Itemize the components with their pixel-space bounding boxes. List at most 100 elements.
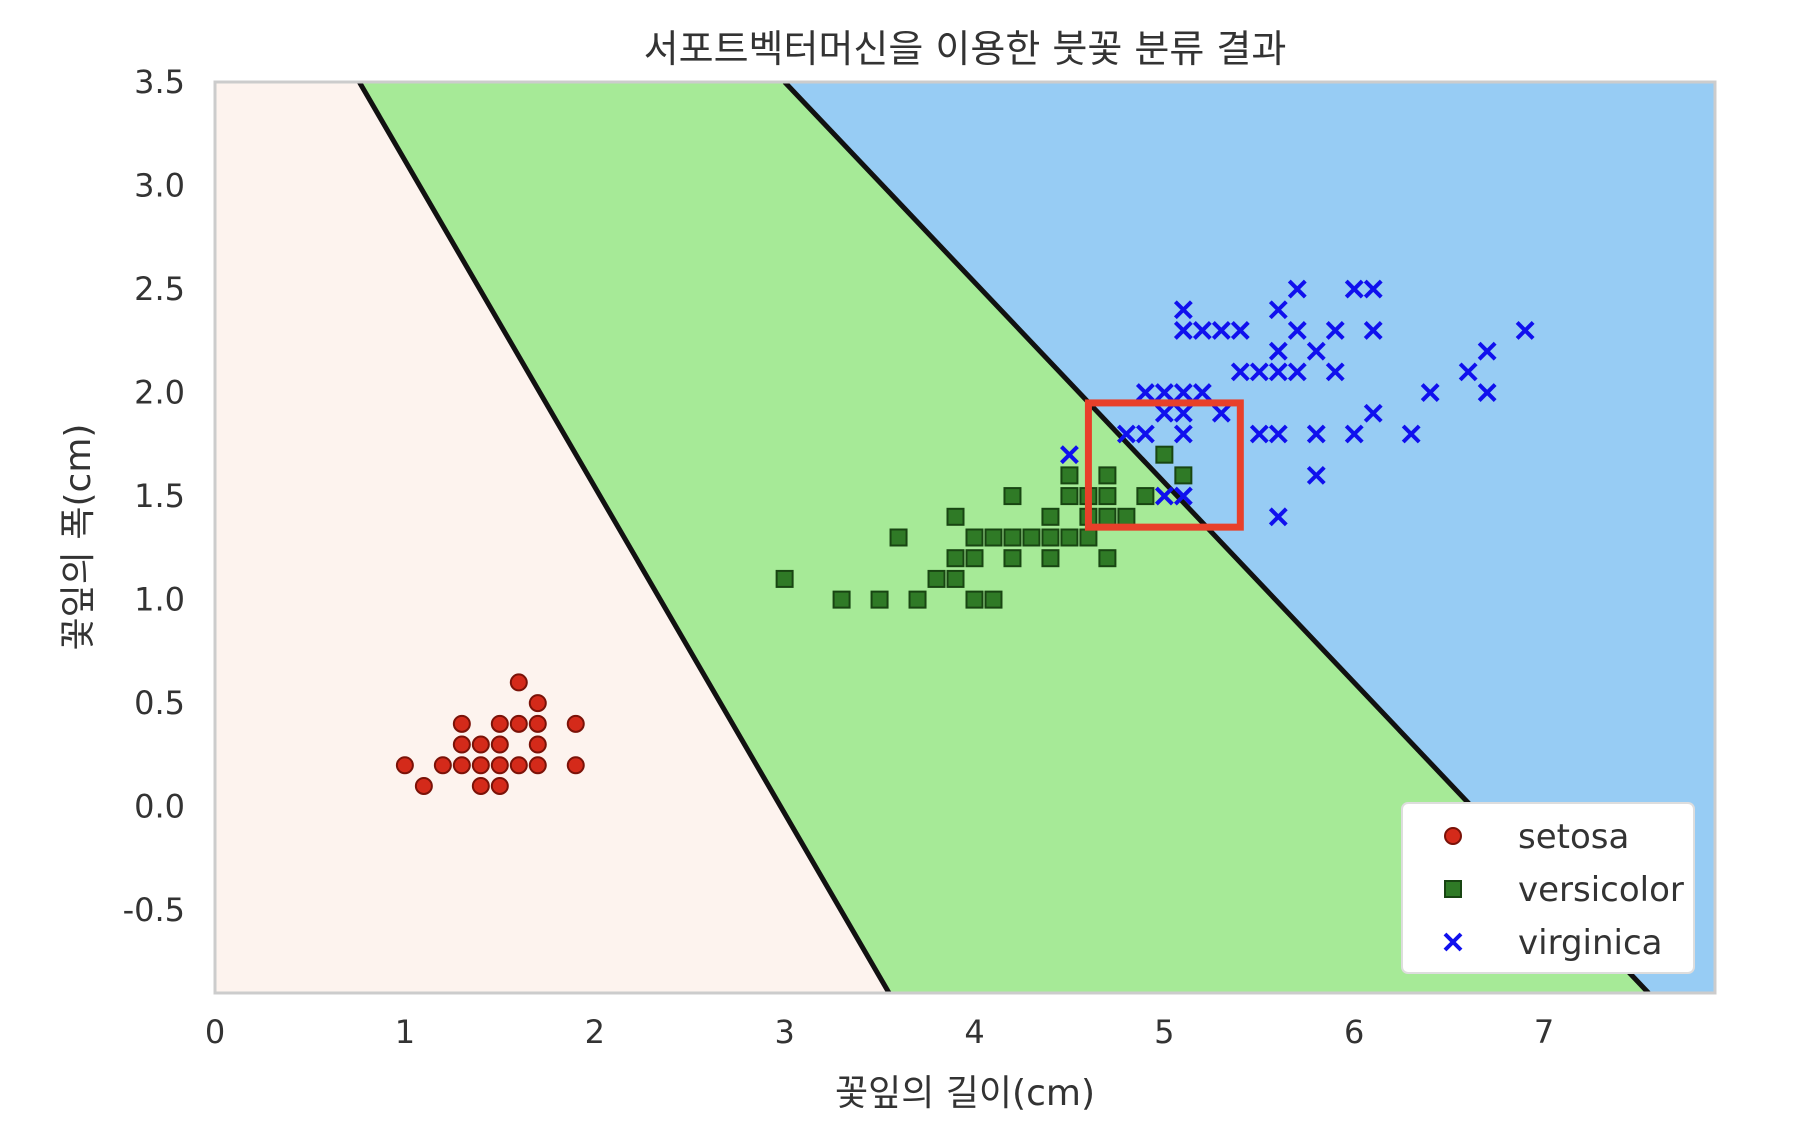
plot-frame xyxy=(213,80,1717,995)
data-point-setosa xyxy=(490,714,509,733)
x-tick-label: 3 xyxy=(774,1013,794,1051)
x-tick-label: 4 xyxy=(964,1013,984,1051)
data-point-setosa xyxy=(528,756,547,775)
data-point-virginica xyxy=(1116,424,1136,444)
data-point-setosa xyxy=(433,756,452,775)
data-point-setosa xyxy=(471,776,490,795)
data-point-versicolor xyxy=(1060,528,1079,547)
data-point-versicolor xyxy=(870,590,889,609)
data-point-setosa xyxy=(566,756,585,775)
data-point-versicolor xyxy=(832,590,851,609)
legend-label-setosa: setosa xyxy=(1518,817,1629,857)
data-point-versicolor xyxy=(984,528,1003,547)
y-tick-label: 2.5 xyxy=(134,270,185,308)
data-point-setosa xyxy=(528,714,547,733)
data-point-setosa xyxy=(471,735,490,754)
data-point-versicolor xyxy=(1079,528,1098,547)
data-point-setosa xyxy=(395,756,414,775)
data-point-setosa xyxy=(509,673,528,692)
y-tick-label: 0.0 xyxy=(134,788,185,826)
legend-marker-virginica xyxy=(1443,932,1463,952)
data-point-virginica xyxy=(1192,383,1212,402)
plot-area xyxy=(215,82,1715,993)
data-point-versicolor xyxy=(946,569,965,588)
data-point-versicolor xyxy=(946,507,965,526)
data-point-versicolor xyxy=(1098,549,1117,568)
data-point-virginica xyxy=(1154,383,1174,402)
data-point-versicolor xyxy=(775,569,794,588)
data-point-virginica xyxy=(1287,362,1307,382)
data-point-versicolor xyxy=(1003,549,1022,568)
data-points xyxy=(395,279,1535,795)
data-point-virginica xyxy=(1211,403,1231,423)
data-point-versicolor xyxy=(908,590,927,609)
data-point-setosa xyxy=(528,735,547,754)
chart-title: 서포트벡터머신을 이용한 붓꽃 분류 결과 xyxy=(644,27,1287,71)
data-point-virginica xyxy=(1211,321,1231,340)
data-point-versicolor xyxy=(1098,487,1117,506)
data-point-virginica xyxy=(1268,424,1288,444)
data-point-versicolor xyxy=(1155,445,1174,464)
data-point-virginica xyxy=(1363,403,1383,423)
data-point-virginica xyxy=(1173,424,1193,444)
x-tick-label: 7 xyxy=(1534,1013,1554,1051)
data-point-virginica xyxy=(1515,321,1535,340)
x-tick-label: 0 xyxy=(205,1013,225,1051)
data-point-virginica xyxy=(1344,424,1364,444)
y-tick-label: 0.5 xyxy=(134,684,185,722)
data-point-virginica xyxy=(1268,341,1288,361)
y-tick-label: 3.0 xyxy=(134,167,185,205)
legend-box xyxy=(1401,802,1695,974)
data-point-versicolor xyxy=(1041,549,1060,568)
data-point-versicolor xyxy=(1041,528,1060,547)
x-axis-label: 꽃잎의 길이(cm) xyxy=(835,1073,1095,1114)
y-tick-label: 2.0 xyxy=(134,374,185,412)
x-tick-label: 6 xyxy=(1344,1013,1364,1051)
data-point-virginica xyxy=(1154,486,1174,506)
data-point-virginica xyxy=(1306,424,1326,444)
data-point-versicolor xyxy=(889,528,908,547)
data-point-virginica xyxy=(1268,507,1288,527)
data-point-virginica xyxy=(1135,383,1155,402)
data-point-virginica xyxy=(1230,321,1250,340)
data-point-virginica xyxy=(1268,300,1288,320)
highlight-box xyxy=(1084,399,1244,531)
data-point-versicolor xyxy=(1003,487,1022,506)
data-point-virginica xyxy=(1173,321,1193,340)
data-point-versicolor xyxy=(965,590,984,609)
data-point-virginica xyxy=(1230,362,1250,382)
data-point-virginica xyxy=(1249,424,1269,444)
data-point-setosa xyxy=(566,714,585,733)
data-point-virginica xyxy=(1173,300,1193,320)
data-point-virginica xyxy=(1420,383,1440,402)
x-axis-ticks: 0 1 2 3 4 5 6 7 xyxy=(205,1013,1554,1051)
data-point-versicolor xyxy=(1136,487,1155,506)
data-point-virginica xyxy=(1401,424,1421,444)
data-point-versicolor xyxy=(946,549,965,568)
data-point-virginica xyxy=(1477,383,1497,402)
x-tick-label: 1 xyxy=(395,1013,415,1051)
data-point-versicolor xyxy=(927,569,946,588)
data-point-setosa xyxy=(490,735,509,754)
data-point-versicolor xyxy=(965,528,984,547)
data-point-setosa xyxy=(471,756,490,775)
data-point-virginica xyxy=(1135,424,1155,444)
data-point-virginica xyxy=(1268,362,1288,382)
y-tick-label: -0.5 xyxy=(123,891,185,929)
x-tick-label: 2 xyxy=(585,1013,605,1051)
data-point-setosa xyxy=(414,776,433,795)
data-point-setosa xyxy=(528,694,547,713)
legend-label-virginica: virginica xyxy=(1518,923,1663,963)
data-point-virginica xyxy=(1192,321,1212,340)
data-point-setosa xyxy=(452,756,471,775)
data-point-virginica xyxy=(1344,279,1364,299)
legend-marker-setosa xyxy=(1444,827,1462,845)
data-point-versicolor xyxy=(1041,507,1060,526)
y-tick-label: 1.0 xyxy=(134,581,185,619)
data-point-virginica xyxy=(1287,279,1307,299)
data-point-virginica xyxy=(1306,341,1326,361)
legend: setosa versicolor virginica xyxy=(1401,802,1695,974)
data-point-setosa xyxy=(490,756,509,775)
data-point-versicolor xyxy=(1022,528,1041,547)
